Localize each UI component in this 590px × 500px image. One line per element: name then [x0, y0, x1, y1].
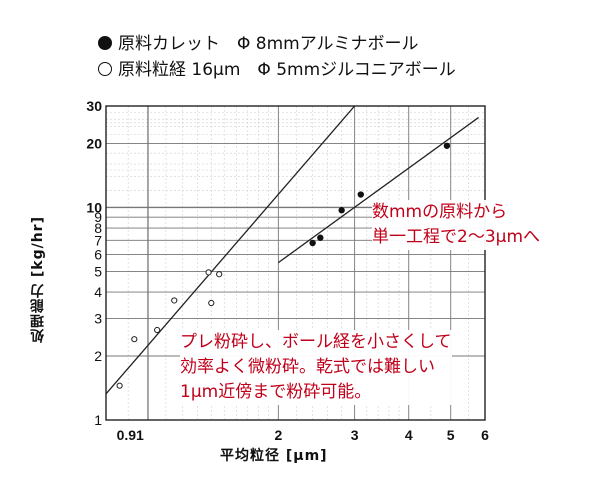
y-tick-label: 4: [94, 284, 102, 300]
x-tick-label: 4: [405, 427, 413, 443]
y-tick-label: 20: [86, 135, 102, 151]
y-tick-label: 8: [94, 220, 102, 236]
data-point-filled: [309, 239, 316, 247]
x-tick-label: 3: [351, 427, 359, 443]
x-tick-label: 5: [447, 427, 455, 443]
legend-item-filled: 原料カレット Φ 8mmアルミナボール: [98, 33, 419, 55]
data-point-open: [154, 326, 161, 334]
x-tick-label: 0.91: [117, 427, 144, 443]
data-point-filled: [338, 207, 345, 214]
legend-item-open: 原料粒経 16µm Φ 5mmジルコニアボール: [98, 59, 456, 81]
data-point-open: [205, 269, 212, 276]
y-tick-label: 7: [94, 232, 102, 248]
y-tick-label: 2: [94, 348, 102, 364]
y-tick-label: 3: [94, 311, 102, 327]
y-tick-label: 30: [86, 98, 102, 114]
annotation-coarse: 数mmの原料から 単一工程で2〜3µmへ: [372, 200, 541, 250]
annotation-fine: プレ粉砕し、ボール経を小さくして 効率よく微粉砕。乾式では難しい 1µm近傍まで…: [180, 330, 452, 405]
y-tick-label: 1: [94, 412, 102, 428]
x-axis-label: 平均粒径 [µm]: [220, 448, 328, 464]
y-tick-label: 6: [94, 247, 102, 263]
open-circle-icon: [98, 62, 112, 76]
legend-label-open: 原料粒経 16µm Φ 5mmジルコニアボール: [118, 60, 456, 80]
data-point-filled: [357, 191, 364, 198]
y-tick-label: 9: [94, 209, 102, 225]
y-tick-label: 5: [94, 263, 102, 279]
filled-circle-icon: [98, 36, 112, 50]
plot-frame: [105, 105, 486, 421]
x-tick-label: 2: [274, 427, 282, 443]
data-point-open: [131, 336, 138, 343]
data-point-open: [208, 299, 215, 307]
data-point-filled: [443, 142, 451, 149]
legend-label-filled: 原料カレット Φ 8mmアルミナボール: [118, 34, 419, 54]
trend-line: [106, 106, 356, 395]
data-point-open: [116, 382, 123, 389]
y-tick-label: 10: [86, 199, 102, 215]
trend-line: [277, 116, 480, 264]
x-tick-label: 6: [481, 427, 489, 443]
data-point-open: [216, 271, 223, 278]
data-point-open: [171, 297, 178, 304]
data-point-filled: [317, 234, 324, 241]
y-axis-label: 処理能力 [kg/hr]: [30, 216, 46, 344]
